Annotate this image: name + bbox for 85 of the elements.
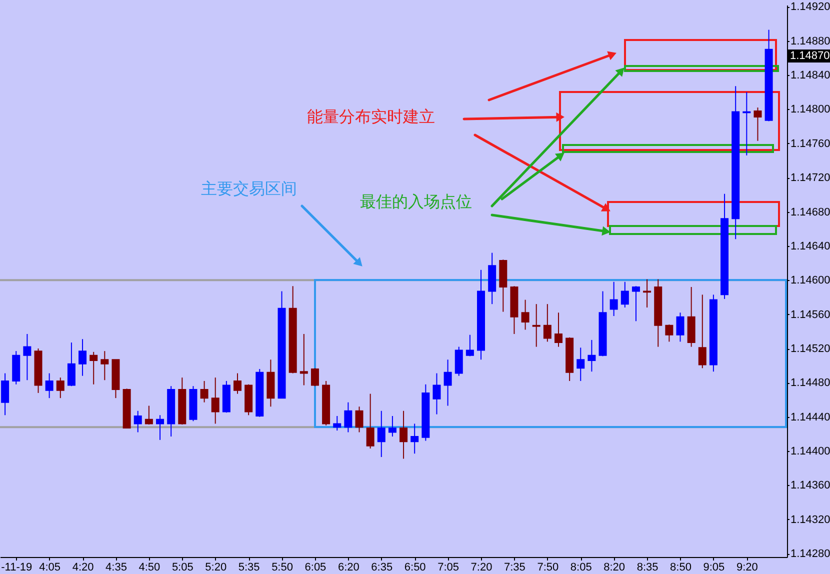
x-tick-label: 6:05 bbox=[304, 562, 326, 574]
x-tick-label: 8:20 bbox=[604, 562, 626, 574]
candlestick bbox=[100, 350, 109, 381]
candlestick bbox=[23, 333, 32, 381]
y-tick-label: 1.14600 bbox=[790, 274, 830, 287]
candlestick bbox=[632, 286, 640, 322]
candlestick bbox=[454, 346, 463, 376]
candlestick bbox=[344, 402, 352, 433]
candlestick bbox=[444, 359, 452, 406]
candlestick bbox=[466, 334, 474, 357]
x-tick-label: -11-19 bbox=[1, 562, 32, 574]
y-tick-label: 1.14760 bbox=[790, 138, 830, 150]
y-tick-label: 1.14920 bbox=[790, 1, 830, 14]
candlestick bbox=[310, 368, 319, 387]
x-tick-label: 4:50 bbox=[138, 562, 160, 574]
candlestick bbox=[521, 299, 530, 330]
y-tick-label: 1.14320 bbox=[790, 514, 830, 526]
y-tick-label: 1.14560 bbox=[790, 308, 830, 321]
x-tick-label: 9:05 bbox=[703, 562, 725, 574]
candlestick bbox=[410, 423, 419, 454]
candlestick bbox=[200, 380, 208, 403]
annotation: 最佳的入场点位 bbox=[360, 192, 472, 211]
candlestick bbox=[665, 324, 674, 342]
x-tick-label: 5:50 bbox=[272, 562, 293, 574]
candlestick bbox=[588, 339, 596, 372]
y-tick-label: 1.14520 bbox=[790, 343, 830, 356]
annotation: 主要交易区间 bbox=[201, 179, 297, 198]
x-tick-label: 4:35 bbox=[106, 562, 127, 574]
candlestick bbox=[432, 372, 441, 415]
x-tick-label: 8:05 bbox=[570, 562, 592, 574]
candlestick bbox=[554, 312, 562, 348]
candlestick bbox=[532, 304, 540, 348]
candlestick bbox=[134, 410, 142, 433]
y-tick-label: 1.14680 bbox=[790, 206, 830, 218]
y-tick-label: 1.14640 bbox=[790, 240, 830, 252]
candlestick bbox=[754, 107, 762, 142]
x-tick-label: 5:20 bbox=[205, 562, 227, 574]
y-tick-label: 1.14280 bbox=[790, 548, 830, 560]
candlestick bbox=[90, 351, 98, 385]
candlestick bbox=[56, 377, 64, 399]
x-tick-label: 5:35 bbox=[238, 562, 260, 574]
candlestick bbox=[144, 405, 153, 426]
candlestick bbox=[45, 372, 54, 399]
x-tick-label: 6:50 bbox=[404, 562, 426, 574]
x-tick-label: 9:20 bbox=[736, 562, 758, 574]
x-tick-label: 7:50 bbox=[537, 562, 559, 574]
y-tick-label: 1.14400 bbox=[790, 446, 830, 458]
candlestick bbox=[78, 338, 87, 376]
candlestick bbox=[156, 414, 164, 440]
x-tick-label: 7:20 bbox=[470, 562, 492, 574]
candlestick bbox=[543, 304, 552, 342]
y-tick-label: 1.14800 bbox=[790, 104, 830, 116]
y-tick-label: 1.14480 bbox=[790, 377, 830, 390]
candlestick bbox=[333, 416, 342, 432]
y-tick-label: 1.14840 bbox=[790, 70, 830, 82]
x-tick-label: 6:20 bbox=[338, 562, 360, 574]
text: 1.14870 bbox=[790, 50, 830, 62]
candlestick bbox=[576, 347, 585, 382]
candlestick bbox=[400, 410, 408, 460]
candlestick bbox=[377, 410, 386, 458]
x-tick-label: 4:05 bbox=[39, 562, 61, 574]
x-tick-label: 5:05 bbox=[172, 562, 194, 574]
x-tick-label: 7:05 bbox=[438, 562, 460, 574]
x-tick-label: 6:35 bbox=[371, 562, 393, 574]
y-tick-label: 1.14360 bbox=[790, 480, 830, 492]
candlestick bbox=[67, 342, 76, 387]
candlestick bbox=[620, 281, 629, 308]
candlestick bbox=[698, 294, 706, 369]
x-tick-label: 8:50 bbox=[670, 562, 692, 574]
candlestick bbox=[300, 333, 308, 386]
x-tick-label: 8:35 bbox=[636, 562, 658, 574]
candlestick bbox=[366, 393, 374, 449]
annotation: 能量分布实时建立 bbox=[307, 107, 435, 126]
candlestick bbox=[610, 281, 618, 317]
y-tick-label: 1.14880 bbox=[790, 35, 830, 48]
x-tick-label: 7:35 bbox=[504, 562, 526, 574]
y-tick-label: 1.14720 bbox=[790, 172, 830, 184]
candlestick bbox=[211, 377, 220, 424]
candlestick bbox=[1, 372, 10, 416]
candlestick bbox=[355, 406, 364, 433]
candlestick bbox=[676, 312, 684, 342]
candlestick bbox=[233, 372, 242, 394]
y-tick-label: 1.14440 bbox=[790, 411, 830, 424]
candlestick bbox=[388, 416, 396, 438]
x-tick-label: 4:20 bbox=[72, 562, 94, 574]
